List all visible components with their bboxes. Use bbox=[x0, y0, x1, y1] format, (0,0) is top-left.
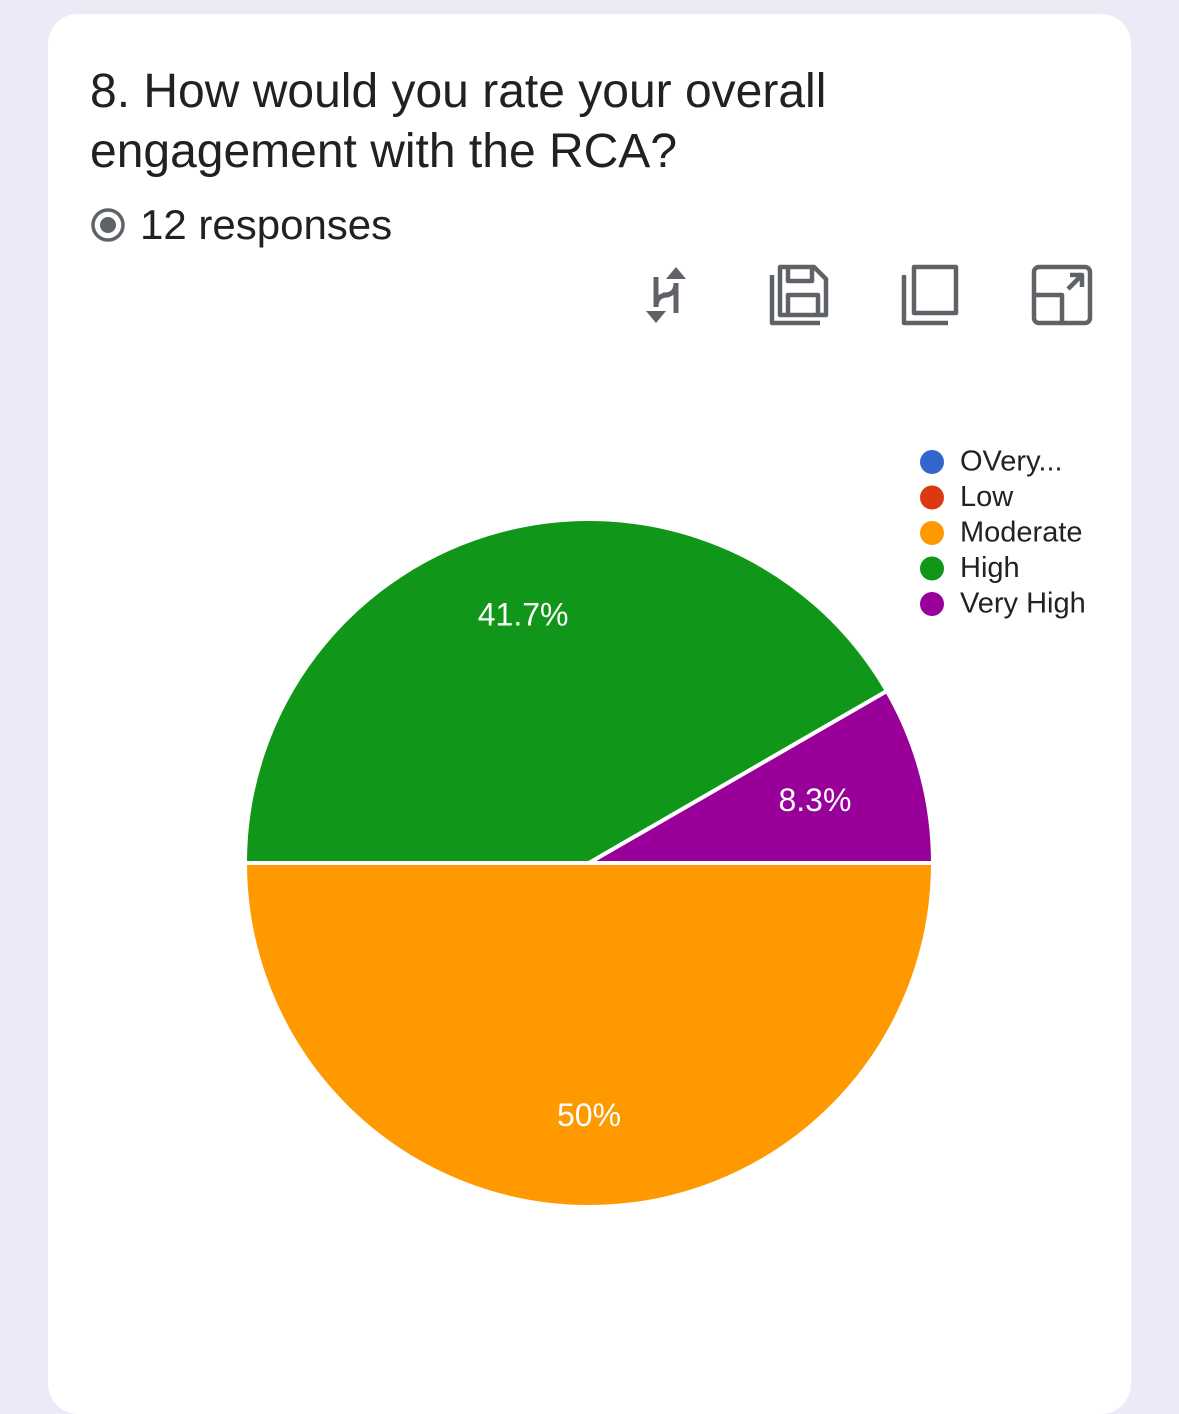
copy-icon bbox=[901, 264, 959, 326]
legend-label: Low bbox=[960, 481, 1014, 513]
legend-swatch bbox=[920, 521, 944, 545]
responses-count-label: 12 responses bbox=[140, 201, 393, 248]
legend-swatch bbox=[920, 450, 944, 474]
pie-slice-very-high[interactable] bbox=[581, 688, 936, 865]
slice-label-high: 41.7% bbox=[478, 597, 569, 633]
save-button[interactable] bbox=[753, 250, 843, 340]
legend-swatch bbox=[920, 485, 944, 510]
legend-label: High bbox=[960, 552, 1020, 584]
pie-slice-high[interactable] bbox=[242, 517, 890, 865]
expand-icon bbox=[1031, 264, 1093, 326]
question-card: 8. How would you rate your overall engag… bbox=[48, 14, 1131, 1414]
legend-item-very-high[interactable]: Very High bbox=[920, 588, 1086, 620]
radio-selected-icon bbox=[91, 208, 125, 242]
legend-label: Very High bbox=[960, 588, 1086, 620]
legend-label: OVery... bbox=[960, 446, 1063, 478]
legend-swatch bbox=[920, 556, 944, 581]
slice-label-very-high: 8.3% bbox=[778, 782, 851, 818]
legend-swatch bbox=[920, 592, 944, 616]
legend-item-moderate[interactable]: Moderate bbox=[920, 517, 1083, 549]
legend-label: Moderate bbox=[960, 517, 1083, 549]
legend-item-overy[interactable]: OVery... bbox=[920, 446, 1063, 478]
swap-axes-button[interactable] bbox=[621, 250, 711, 340]
save-icon bbox=[769, 264, 829, 326]
pie-slice-moderate[interactable] bbox=[242, 861, 936, 1209]
legend-item-low[interactable]: Low bbox=[920, 481, 1014, 513]
slice-label-moderate: 50% bbox=[557, 1097, 621, 1133]
expand-button[interactable] bbox=[1017, 250, 1107, 340]
legend-item-high[interactable]: High bbox=[920, 552, 1020, 584]
responses-count: 12 responses bbox=[90, 200, 392, 250]
question-title: 8. How would you rate your overall engag… bbox=[90, 65, 827, 178]
copy-button[interactable] bbox=[885, 250, 975, 340]
swap-axes-icon bbox=[646, 267, 686, 323]
